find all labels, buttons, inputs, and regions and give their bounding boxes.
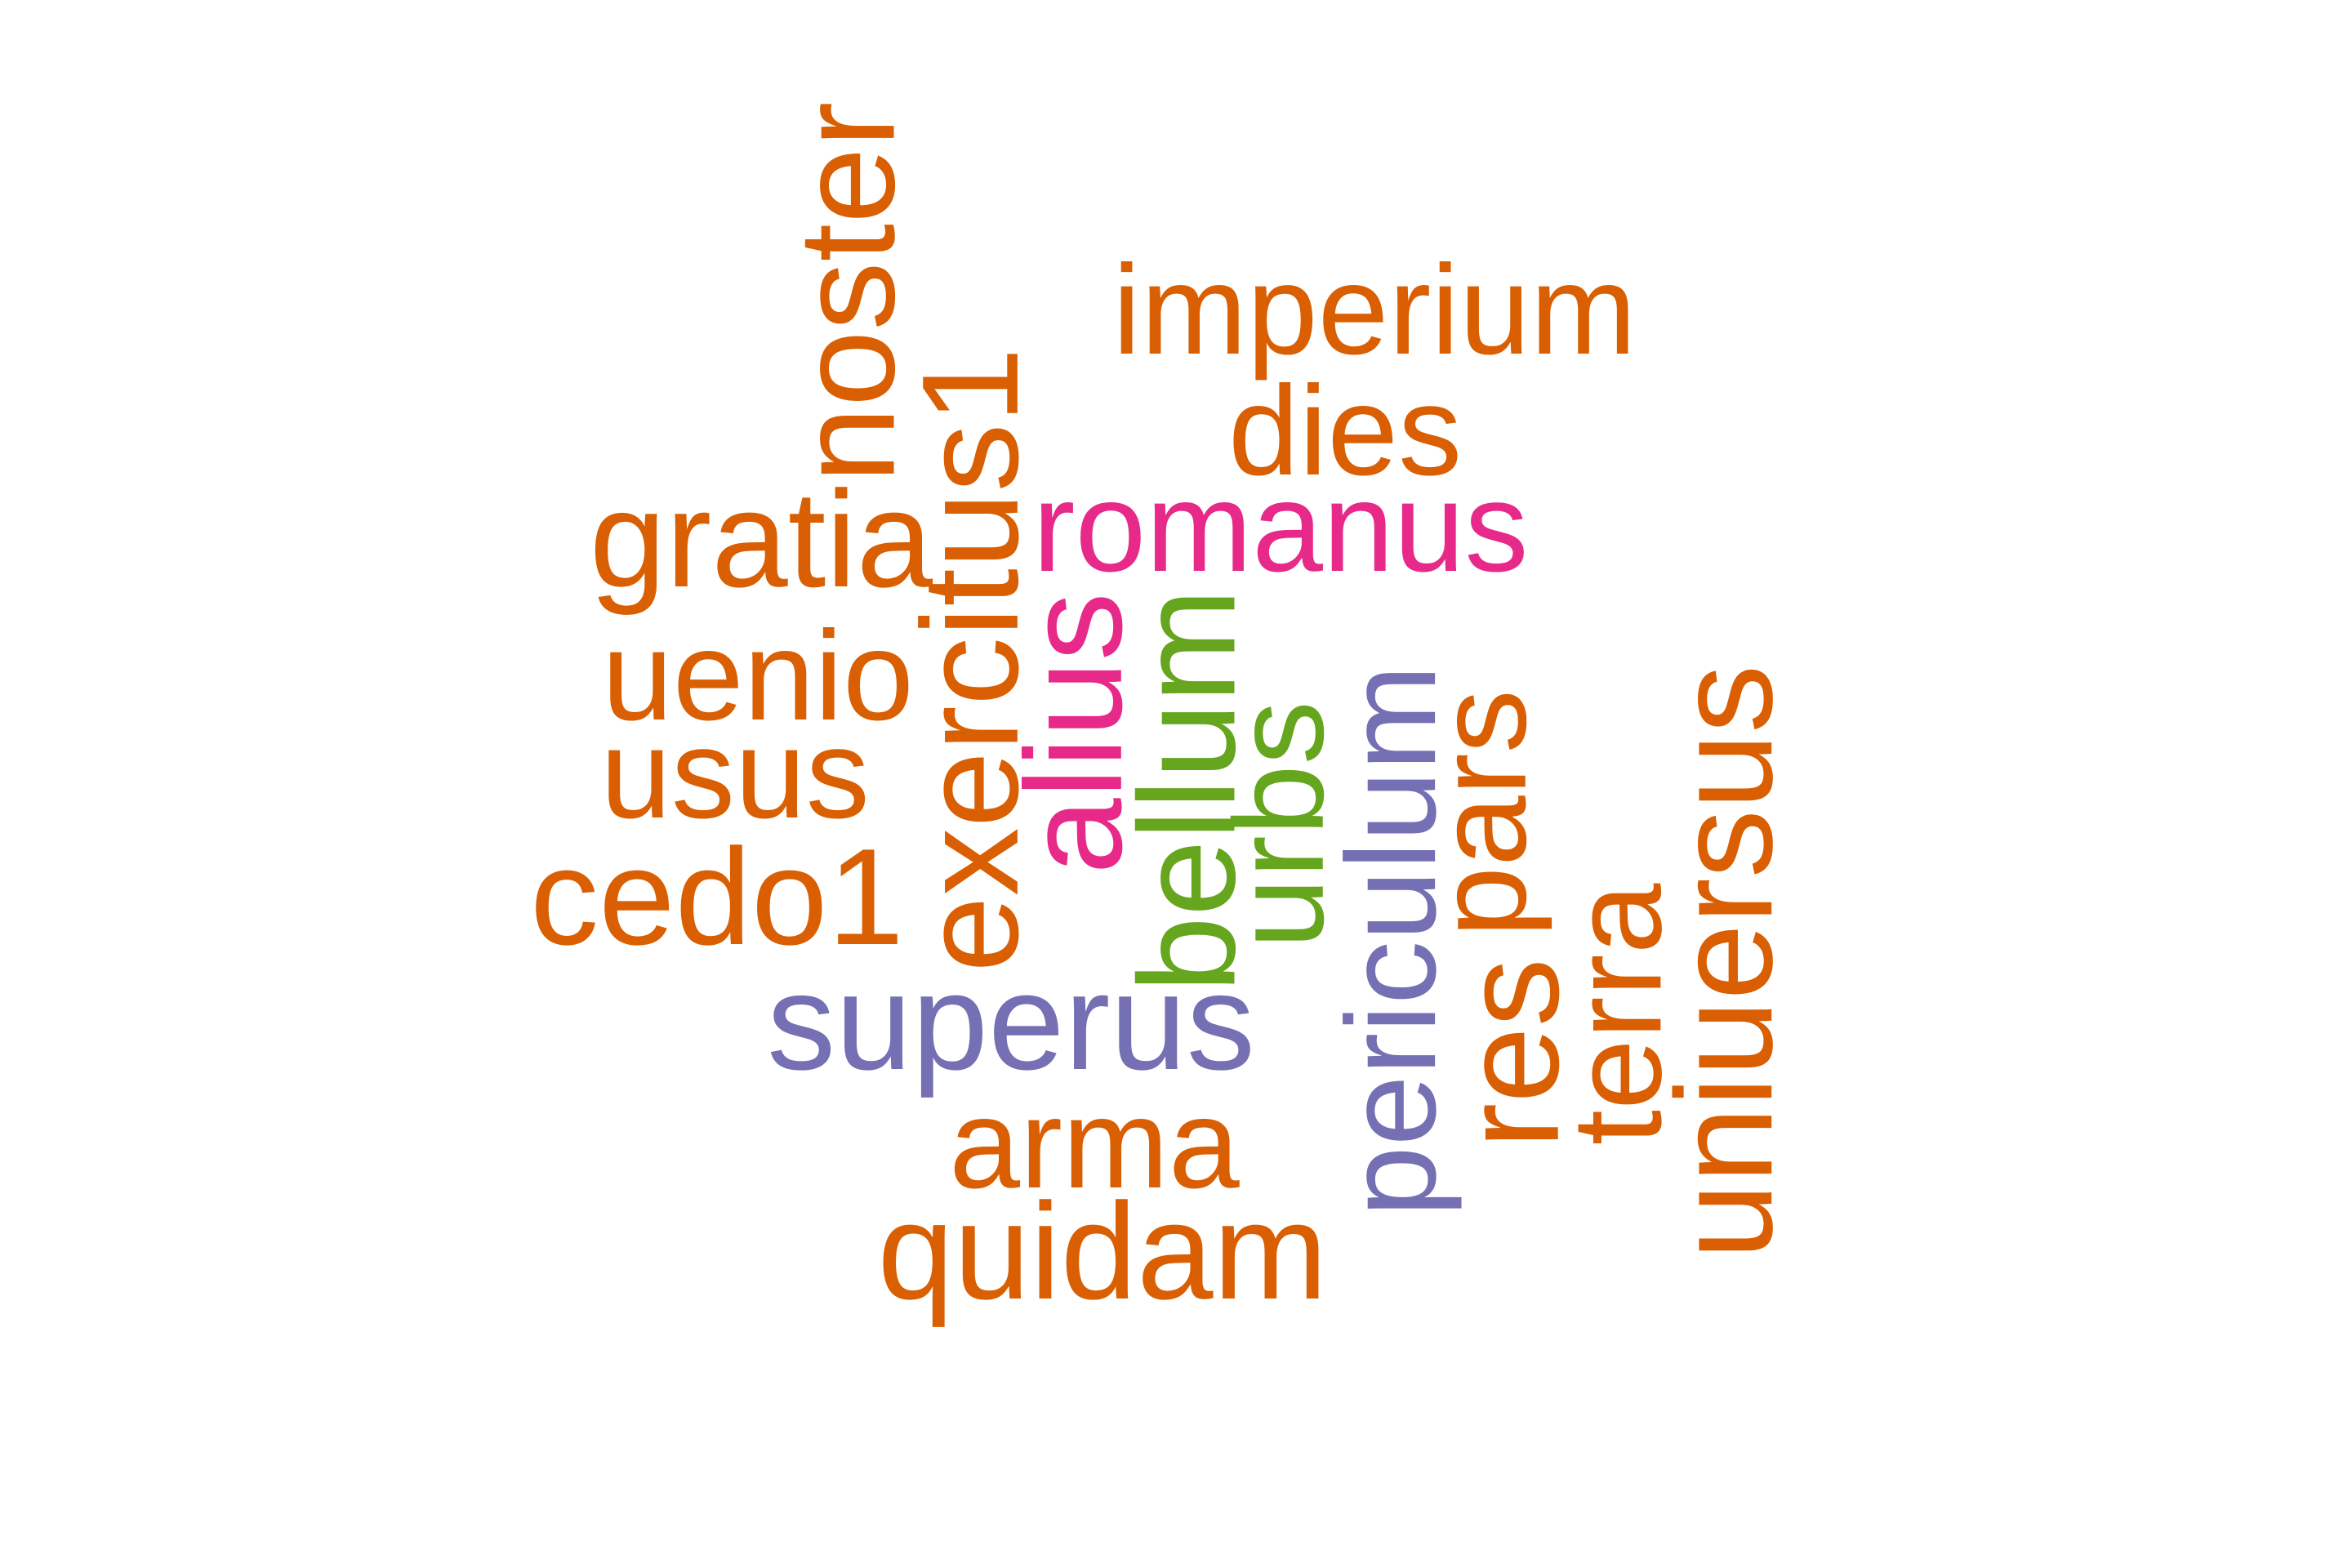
word-usus: usus <box>600 703 870 846</box>
word-dies: dies <box>1227 360 1463 503</box>
word-terra: terra <box>1546 883 1689 1146</box>
word-cedo1: cedo1 <box>530 819 904 973</box>
word-quidam: quidam <box>877 1174 1328 1328</box>
word-romanus: romanus <box>1032 457 1529 599</box>
word-uenio: uenio <box>602 605 914 748</box>
word-superus: superus <box>767 944 1255 1098</box>
word-arma: arma <box>949 1073 1240 1216</box>
word-gratia: gratia <box>589 461 933 616</box>
word-imperium: imperium <box>1112 239 1637 382</box>
word-pars: pars <box>1411 689 1554 938</box>
